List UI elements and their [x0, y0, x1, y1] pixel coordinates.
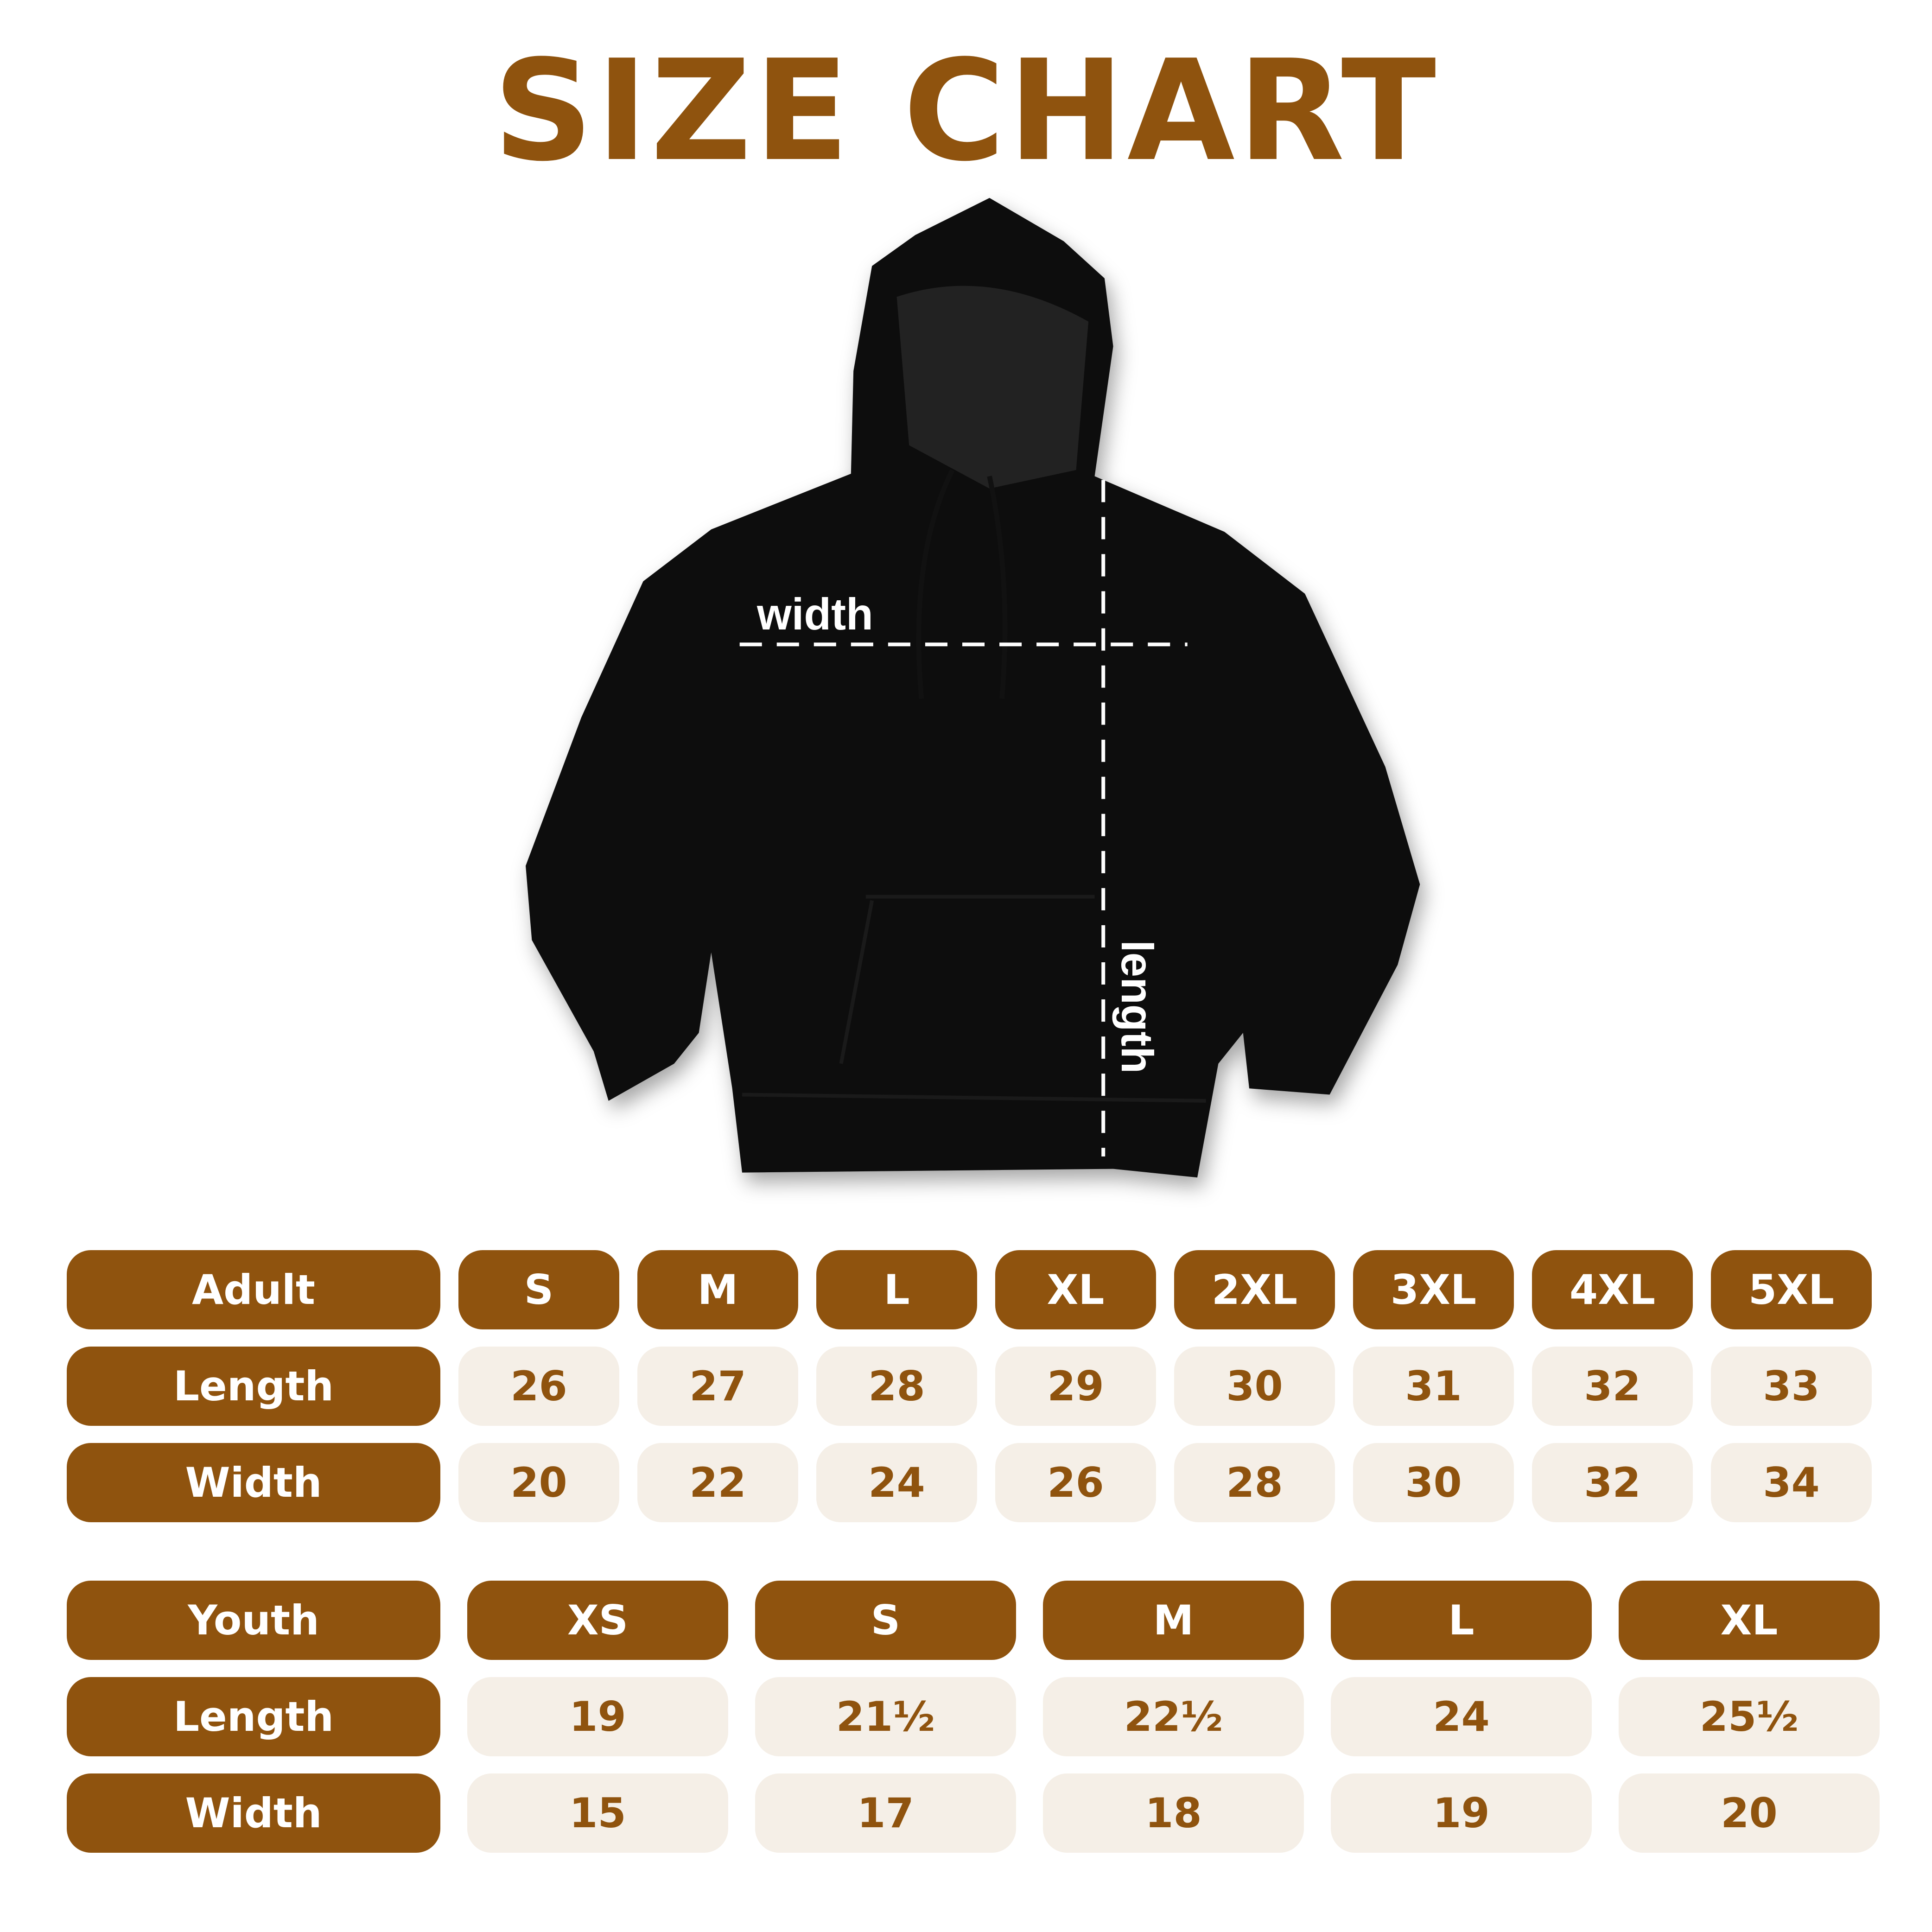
measurement-cell: 20	[1619, 1773, 1880, 1853]
measurement-cell: 24	[816, 1443, 977, 1522]
row-label-length: Length	[67, 1677, 440, 1756]
measurement-cell: 24	[1331, 1677, 1592, 1756]
measurement-cell: 29	[995, 1347, 1156, 1426]
measurement-cell: 22	[637, 1443, 798, 1522]
measurement-cell: 34	[1711, 1443, 1872, 1522]
row-label-length: Length	[67, 1347, 440, 1426]
measurement-cell: 30	[1353, 1443, 1514, 1522]
size-header-m: M	[637, 1250, 798, 1329]
size-header-l: L	[1331, 1581, 1592, 1660]
width-label: width	[756, 590, 873, 639]
length-label: length	[1112, 940, 1162, 1074]
measurement-cell: 26	[458, 1347, 619, 1426]
row-label-width: Width	[67, 1773, 440, 1853]
measurement-cell: 21½	[755, 1677, 1016, 1756]
measurement-cell: 19	[467, 1677, 728, 1756]
size-header-5xl: 5XL	[1711, 1250, 1872, 1329]
measurement-cell: 32	[1532, 1443, 1693, 1522]
measurement-cell: 22½	[1043, 1677, 1304, 1756]
size-header-s: S	[755, 1581, 1016, 1660]
measurement-cell: 27	[637, 1347, 798, 1426]
row-label-width: Width	[67, 1443, 440, 1522]
measurement-cell: 15	[467, 1773, 728, 1853]
measurement-cell: 28	[816, 1347, 977, 1426]
measurement-cell: 30	[1174, 1347, 1335, 1426]
measurement-cell: 32	[1532, 1347, 1693, 1426]
size-header-l: L	[816, 1250, 977, 1329]
measurement-cell: 17	[755, 1773, 1016, 1853]
measurement-cell: 19	[1331, 1773, 1592, 1853]
size-header-m: M	[1043, 1581, 1304, 1660]
size-header-4xl: 4XL	[1532, 1250, 1693, 1329]
page-title: SIZE CHART	[493, 30, 1439, 192]
measurement-cell: 25½	[1619, 1677, 1880, 1756]
size-header-xl: XL	[1619, 1581, 1880, 1660]
size-header-xs: XS	[467, 1581, 728, 1660]
youth-header-label: Youth	[67, 1581, 440, 1660]
size-header-xl: XL	[995, 1250, 1156, 1329]
hoodie-image	[526, 197, 1420, 1178]
adult-size-table: Adult S M L XL 2XL 3XL 4XL 5XL Length 26 27 28 29 30 31…	[67, 1250, 1872, 1522]
size-header-3xl: 3XL	[1353, 1250, 1514, 1329]
measurement-cell: 33	[1711, 1347, 1872, 1426]
adult-header-label: Adult	[67, 1250, 440, 1329]
youth-size-table: Youth XS S M L XL Length 19 21½ 22½ 24 25½ Width 15 17…	[67, 1581, 1880, 1853]
size-header-2xl: 2XL	[1174, 1250, 1335, 1329]
size-header-s: S	[458, 1250, 619, 1329]
measurement-cell: 26	[995, 1443, 1156, 1522]
measurement-cell: 20	[458, 1443, 619, 1522]
measurement-cell: 28	[1174, 1443, 1335, 1522]
measurement-cell: 18	[1043, 1773, 1304, 1853]
measurement-cell: 31	[1353, 1347, 1514, 1426]
